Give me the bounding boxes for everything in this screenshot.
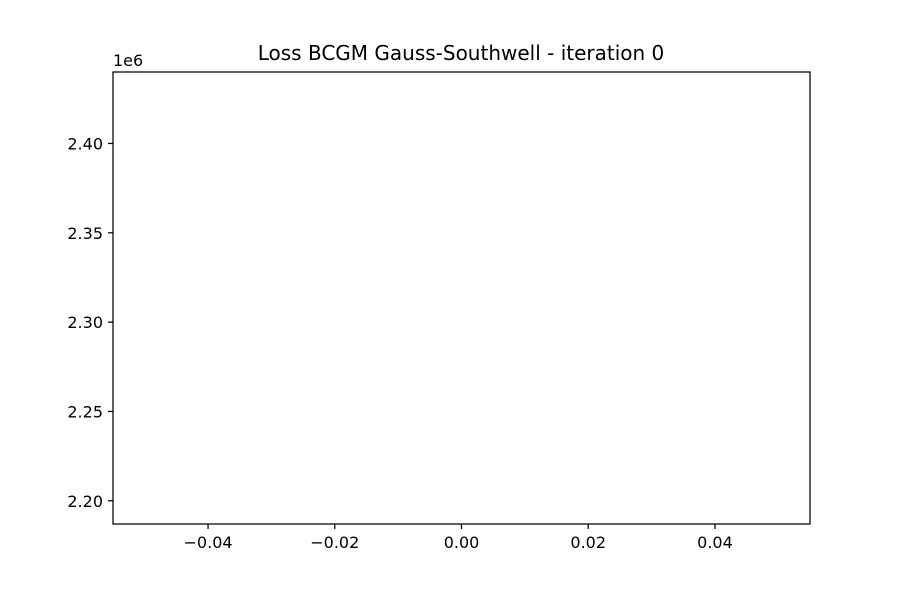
- y-tick-label: 2.25: [67, 402, 103, 421]
- x-tick-label: −0.02: [310, 533, 359, 552]
- y-tick-label: 2.40: [67, 134, 103, 153]
- y-axis-offset-label: 1e6: [113, 51, 143, 70]
- y-axis: 2.40 2.35 2.30 2.25 2.20: [67, 134, 113, 511]
- x-tick-label: −0.04: [184, 533, 233, 552]
- y-tick-label: 2.35: [67, 224, 103, 243]
- y-tick-label: 2.20: [67, 492, 103, 511]
- x-tick-label: 0.04: [697, 533, 733, 552]
- x-tick-label: 0.00: [444, 533, 480, 552]
- x-axis: −0.04 −0.02 0.00 0.02 0.04: [184, 524, 733, 552]
- x-tick-label: 0.02: [570, 533, 606, 552]
- y-tick-label: 2.30: [67, 313, 103, 332]
- chart-title: Loss BCGM Gauss-Southwell - iteration 0: [258, 41, 665, 65]
